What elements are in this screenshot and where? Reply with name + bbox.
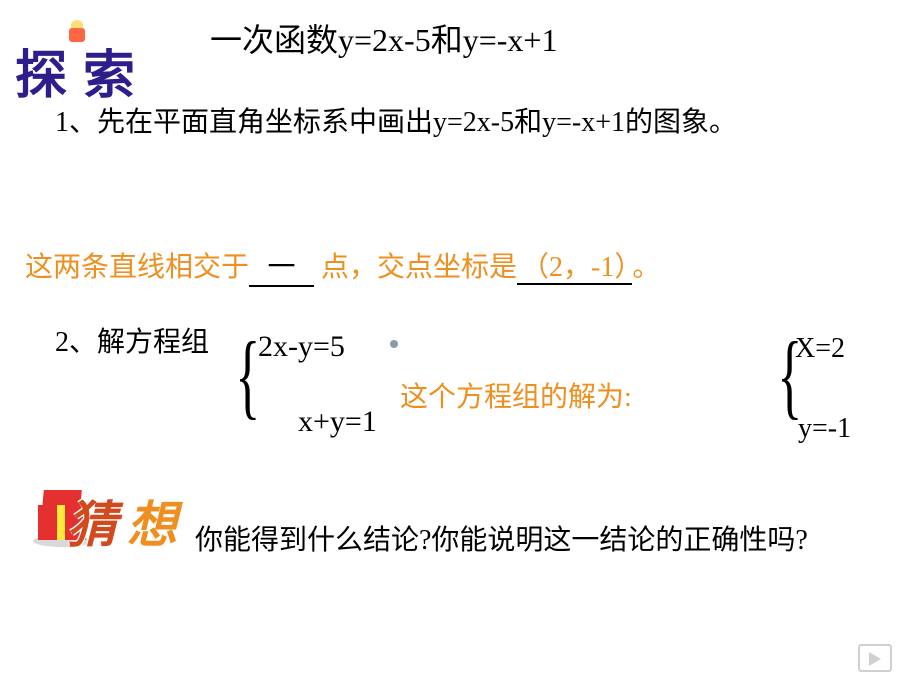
intersection-period: 。 (632, 252, 660, 283)
item-1-text: 1、先在平面直角坐标系中画出y=2x-5和y=-x+1的图象。 (55, 103, 775, 142)
equation-brace-icon: { (235, 320, 260, 430)
guess-graphic: 猜 想 (35, 475, 185, 555)
conclusion-text: 你能得到什么结论?你能说明这一结论的正确性吗? (195, 520, 825, 562)
guess-char-2: 想 (127, 485, 177, 557)
equation-2: x+y=1 (298, 405, 377, 439)
equation-1: 2x-y=5 (258, 330, 345, 364)
slideshow-icon[interactable] (858, 644, 892, 672)
guess-char-1: 猜 (67, 485, 117, 557)
intersection-coord: （2，-1） (517, 252, 632, 285)
solution-x: X=2 (795, 333, 845, 365)
explore-char-1: 探 (15, 33, 67, 108)
intersection-mid: 点，交点坐标是 (314, 252, 517, 283)
explore-char-2: 索 (83, 33, 135, 108)
item-2-text: 2、解方程组 (55, 320, 209, 360)
solution-y: y=-1 (798, 413, 851, 445)
intersection-text: 这两条直线相交于一 点，交点坐标是（2，-1）。 (25, 245, 660, 287)
intersection-prefix: 这两条直线相交于 (25, 252, 249, 283)
page-title: 一次函数y=2x-5和y=-x+1 (210, 15, 557, 61)
explore-graphic: 探 索 (15, 25, 165, 100)
bullet-icon (390, 340, 398, 348)
intersection-blank: 一 (249, 245, 314, 287)
solution-label: 这个方程组的解为: (400, 375, 632, 415)
